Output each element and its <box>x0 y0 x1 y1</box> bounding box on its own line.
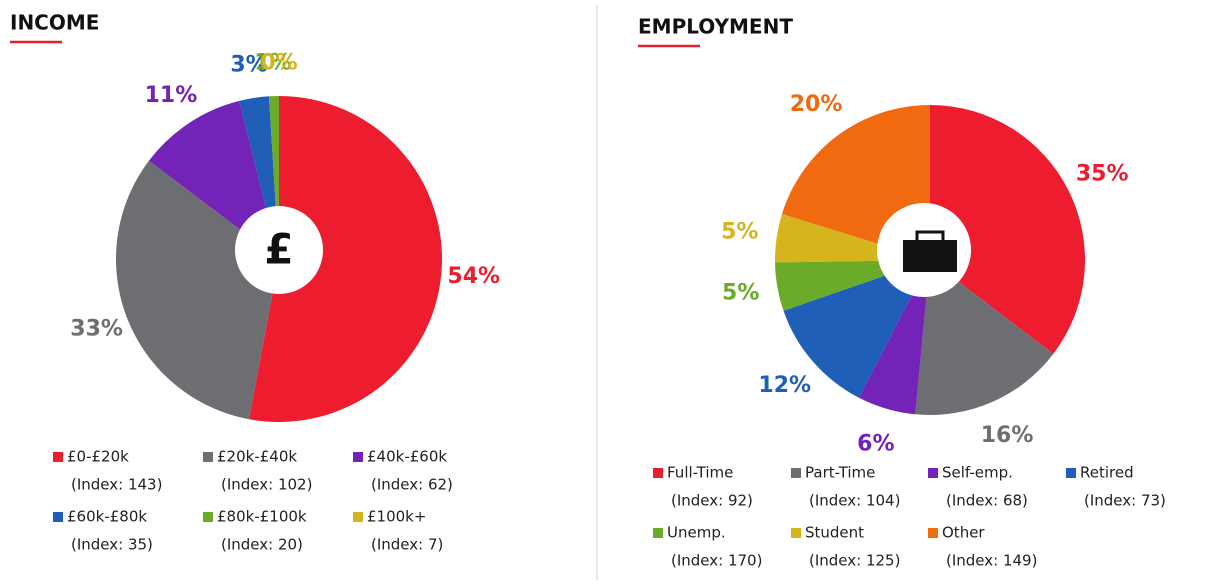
legend-swatch <box>653 528 663 538</box>
data-label: 11% <box>145 83 198 108</box>
data-label: 3% <box>230 53 267 78</box>
legend-label: £100k+ <box>367 508 426 526</box>
legend-label: £60k-£80k <box>67 508 147 526</box>
legend-swatch <box>53 512 63 522</box>
chart-title: EMPLOYMENT <box>638 15 793 39</box>
legend-index: (Index: 102) <box>221 476 312 494</box>
legend-label: Student <box>805 524 864 542</box>
data-label: 5% <box>722 280 759 305</box>
pie <box>115 96 442 422</box>
legend-index: (Index: 104) <box>809 492 900 510</box>
legend-index: (Index: 125) <box>809 552 900 570</box>
legend-swatch <box>353 512 363 522</box>
legend-label: £40k-£60k <box>367 448 447 466</box>
pie-slice <box>115 160 279 420</box>
legend-swatch <box>653 468 663 478</box>
data-label: 54% <box>447 264 500 289</box>
data-label: 33% <box>70 317 123 342</box>
legend-label: Full-Time <box>667 464 733 482</box>
legend-swatch <box>791 468 801 478</box>
data-label: 35% <box>1076 162 1129 187</box>
legend-swatch <box>928 528 938 538</box>
pie-slice <box>249 96 442 422</box>
pie-slice <box>915 260 1054 416</box>
data-label: 1% <box>254 50 291 75</box>
legend-swatch <box>791 528 801 538</box>
data-label: 0% <box>260 50 297 75</box>
data-label: 5% <box>721 220 758 245</box>
legend-index: (Index: 35) <box>71 536 153 554</box>
legend-label: Part-Time <box>805 464 875 482</box>
data-label: 16% <box>981 423 1034 448</box>
legend-index: (Index: 73) <box>1084 492 1166 510</box>
pie-slice <box>858 260 930 415</box>
legend-index: (Index: 7) <box>371 536 443 554</box>
legend-index: (Index: 149) <box>946 552 1037 570</box>
pie-slice <box>148 100 279 259</box>
legend-label: £0-£20k <box>67 448 129 466</box>
legend-label: £20k-£40k <box>217 448 297 466</box>
legend-swatch <box>1066 468 1076 478</box>
legend-swatch <box>53 452 63 462</box>
legend-index: (Index: 20) <box>221 536 303 554</box>
chart-title: INCOME <box>10 11 99 35</box>
legend-index: (Index: 92) <box>671 492 753 510</box>
legend-index: (Index: 62) <box>371 476 453 494</box>
legend-swatch <box>353 452 363 462</box>
center-icon: £ <box>264 225 293 274</box>
legend-label: Unemp. <box>667 524 726 542</box>
legend-swatch <box>203 452 213 462</box>
data-label: 20% <box>790 92 843 117</box>
legend-label: £80k-£100k <box>217 508 307 526</box>
data-label: 12% <box>758 373 811 398</box>
legend-label: Self-emp. <box>942 464 1013 482</box>
briefcase-icon <box>903 230 957 272</box>
legend-label: Retired <box>1080 464 1134 482</box>
legend-index: (Index: 68) <box>946 492 1028 510</box>
legend-index: (Index: 170) <box>671 552 762 570</box>
legend-swatch <box>203 512 213 522</box>
legend-index: (Index: 143) <box>71 476 162 494</box>
pie-slice <box>930 105 1086 354</box>
legend-swatch <box>928 468 938 478</box>
pie-slice <box>783 260 930 398</box>
legend-label: Other <box>942 524 985 542</box>
pie-hole <box>235 206 323 294</box>
data-label: 6% <box>857 431 894 456</box>
